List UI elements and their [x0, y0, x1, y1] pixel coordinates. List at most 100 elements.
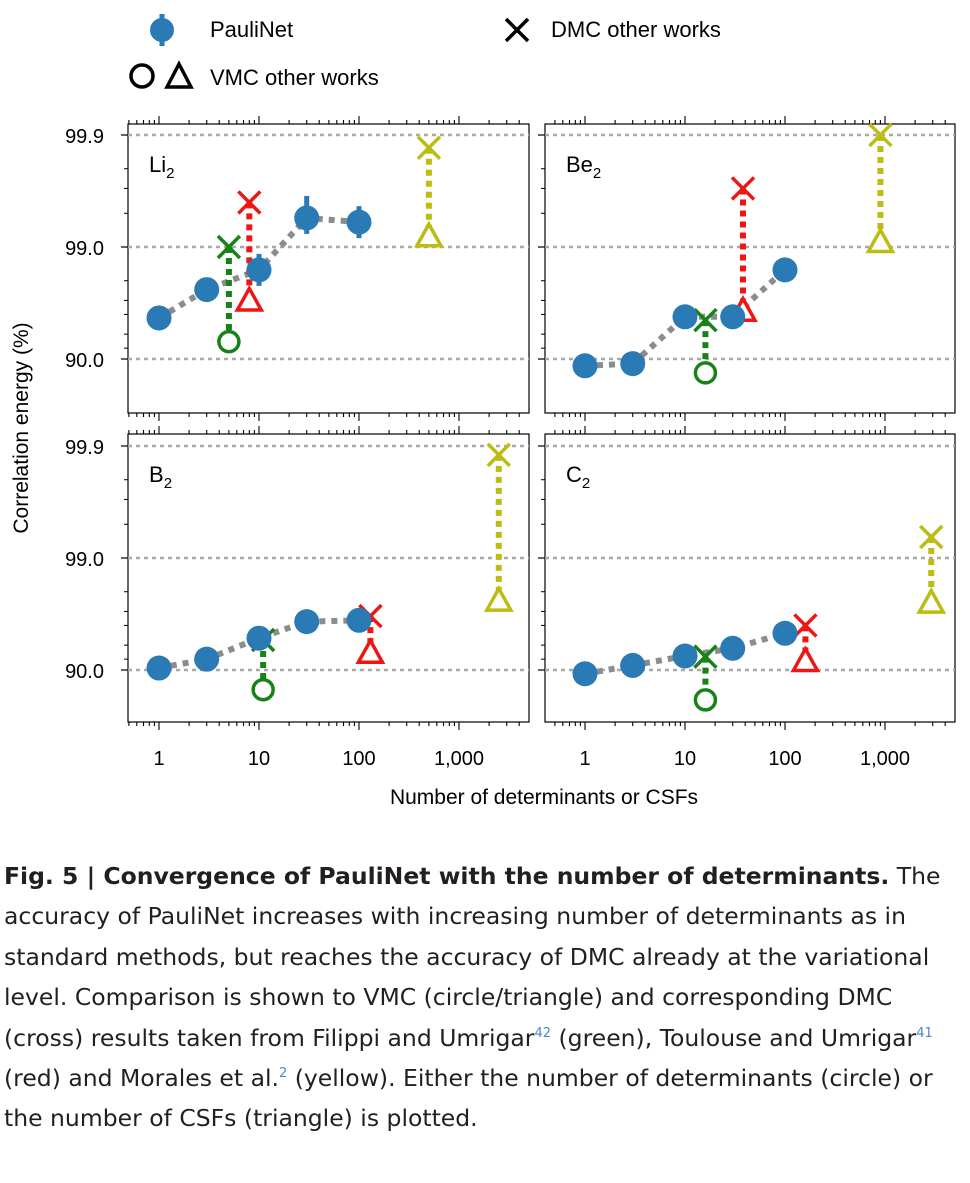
yellow-vmc-triangle-marker: [916, 586, 947, 614]
panel-frame: [544, 433, 956, 723]
yellow-vmc-triangle-marker: [483, 584, 514, 612]
legend: PauliNet DMC other works VMC other works: [129, 14, 721, 90]
y-tick-labels-top: 99.9 99.0 90.0: [65, 126, 104, 372]
y-tick-label-99-0-top: 99.0: [65, 238, 104, 260]
red-vmc-triangle-marker: [790, 645, 821, 673]
cross-stroke: [693, 644, 718, 669]
panel-label-li2: Li2: [149, 152, 174, 182]
paulinet-point: [346, 607, 372, 633]
panel-frame: [127, 433, 530, 723]
caption-text-1: The accuracy of PauliNet increases with …: [4, 862, 941, 1052]
legend-dmc-marker: [504, 17, 530, 43]
caption-ref-42[interactable]: 42: [534, 1025, 552, 1041]
paulinet-point: [772, 257, 798, 283]
caption-text-3: (red) and Morales et al.: [4, 1064, 279, 1093]
y-tick-label-99-9-top: 99.9: [65, 126, 104, 148]
cross-stroke: [416, 135, 442, 160]
paulinet-point: [146, 655, 172, 681]
panel-label-subscript: 2: [166, 165, 174, 182]
figure-caption: Fig. 5 | Convergence of PauliNet with th…: [4, 856, 954, 1139]
paulinet-point: [146, 305, 172, 331]
red-vmc-triangle-marker: [355, 637, 386, 665]
green-vmc-circle-marker: [251, 677, 275, 702]
caption-label: Fig. 5 | Convergence of PauliNet with th…: [4, 862, 890, 890]
x-tick-labels-right: 1 10 100 1,000: [579, 748, 910, 770]
y-axis-title: Correlation energy (%): [10, 322, 33, 533]
y-tick-label-90-0-bottom: 90.0: [65, 661, 104, 683]
green-vmc-circle-marker: [693, 361, 718, 385]
panel-c2: C2: [538, 426, 956, 730]
caption-text-2: (green), Toulouse and Umrigar: [551, 1023, 917, 1052]
x-tick-label-10-right: 10: [674, 748, 696, 770]
x-tick-label-100-right: 100: [768, 748, 801, 770]
green-vmc-circle-marker: [217, 329, 241, 354]
cross-stroke: [237, 190, 262, 215]
paulinet-point: [720, 635, 746, 661]
green-vmc-circle-marker: [693, 688, 718, 712]
paulinet-point: [572, 661, 598, 687]
red-dmc-cross-marker: [793, 613, 818, 638]
legend-paulinet-label: PauliNet: [210, 17, 293, 42]
caption-text-4: (yellow). Either the number of determina…: [4, 1064, 933, 1133]
paulinet-point: [294, 609, 320, 635]
green-dmc-cross-marker: [693, 644, 718, 669]
yellow-dmc-cross-marker: [868, 122, 893, 148]
legend-paulinet-marker: [150, 14, 174, 46]
paulinet-point: [720, 304, 746, 330]
yellow-dmc-cross-marker: [486, 442, 512, 468]
legend-vmc-label: VMC other works: [210, 65, 379, 90]
paulinet-point: [194, 277, 220, 303]
paulinet-point: [246, 625, 272, 651]
panel-be2: Be2: [538, 116, 956, 421]
y-tick-label-99-9-bottom: 99.9: [65, 437, 104, 459]
paulinet-point: [246, 257, 272, 283]
x-axis-title: Number of determinants or CSFs: [390, 786, 698, 809]
paulinet-point: [572, 353, 598, 379]
panels: Li2 Be2 B2 C2: [121, 116, 956, 730]
red-dmc-cross-marker: [730, 176, 756, 201]
panel-label-c2: C2: [566, 462, 590, 492]
caption-ref-41[interactable]: 41: [916, 1025, 933, 1041]
panel-label-subscript: 2: [582, 475, 590, 492]
x-tick-label-100-left: 100: [342, 748, 375, 770]
cross-stroke: [216, 234, 242, 260]
yellow-dmc-cross-marker: [919, 524, 944, 550]
y-tick-label-99-0-bottom: 99.0: [65, 549, 104, 571]
paulinet-point: [294, 205, 320, 231]
x-tick-label-1000-left: 1,000: [434, 748, 484, 770]
legend-dmc-label: DMC other works: [551, 17, 721, 42]
red-dmc-cross-marker: [237, 190, 262, 215]
cross-stroke: [868, 122, 893, 148]
paulinet-point: [620, 652, 646, 678]
yellow-vmc-triangle-marker: [413, 220, 444, 248]
legend-vmc-triangle-marker: [164, 60, 194, 89]
cross-stroke: [486, 442, 512, 468]
convergence-figure: PauliNet DMC other works VMC other works…: [10, 14, 956, 809]
yellow-dmc-cross-marker: [416, 135, 442, 160]
panel-label-subscript: 2: [593, 165, 601, 182]
panel-label-subscript: 2: [164, 475, 172, 492]
panel-li2: Li2: [121, 116, 530, 421]
paulinet-point: [672, 304, 698, 330]
x-tick-label-1-left: 1: [153, 748, 164, 770]
y-tick-label-90-0-top: 90.0: [65, 350, 104, 372]
green-dmc-cross-marker: [693, 307, 718, 333]
panel-frame: [127, 123, 530, 414]
x-tick-label-1000-right: 1,000: [860, 748, 910, 770]
red-vmc-triangle-marker: [234, 284, 265, 312]
legend-vmc-circle-marker: [129, 63, 155, 89]
paulinet-point: [346, 209, 372, 235]
panel-frame: [544, 123, 956, 414]
paulinet-point: [772, 620, 798, 646]
y-tick-labels-bottom: 99.9 99.0 90.0: [65, 437, 104, 683]
x-tick-label-10-left: 10: [248, 748, 270, 770]
x-tick-labels-left: 1 10 100 1,000: [153, 748, 484, 770]
panel-label-be2: Be2: [566, 152, 601, 182]
cross-stroke: [919, 524, 944, 550]
x-tick-label-1-right: 1: [579, 748, 590, 770]
paulinet-point: [672, 643, 698, 669]
caption-ref-2[interactable]: 2: [278, 1066, 288, 1082]
cross-stroke: [730, 176, 756, 201]
cross-stroke: [793, 613, 818, 638]
paulinet-point: [194, 646, 220, 672]
